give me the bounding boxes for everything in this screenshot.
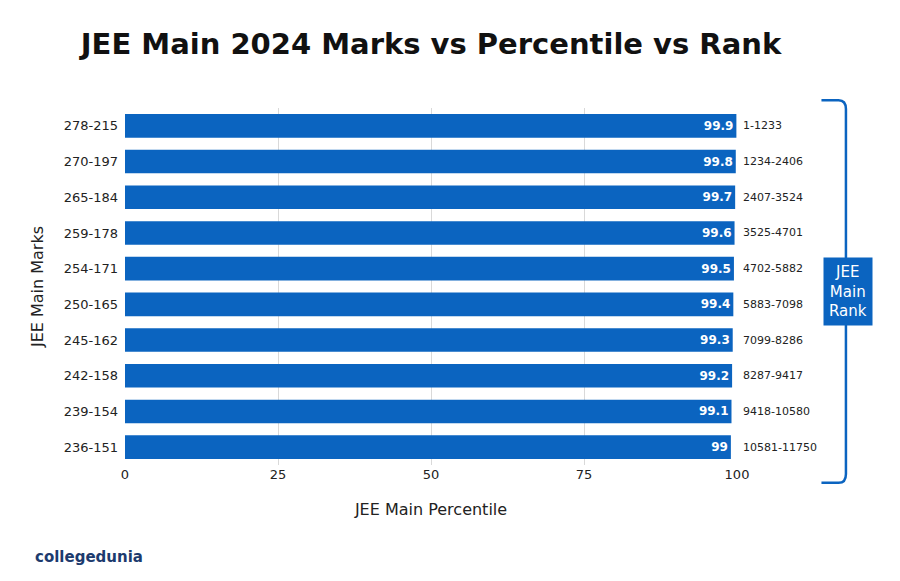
svg-text:99.8: 99.8: [703, 155, 733, 169]
svg-text:99.6: 99.6: [702, 226, 732, 240]
svg-text:250-165: 250-165: [64, 297, 118, 312]
svg-text:265-184: 265-184: [64, 190, 118, 205]
svg-text:50: 50: [423, 467, 440, 482]
svg-text:99.1: 99.1: [699, 404, 729, 418]
svg-text:8287-9417: 8287-9417: [743, 369, 803, 382]
svg-text:7099-8286: 7099-8286: [743, 334, 803, 347]
svg-text:242-158: 242-158: [64, 368, 118, 383]
svg-text:245-162: 245-162: [64, 333, 118, 348]
svg-text:25: 25: [270, 467, 287, 482]
svg-text:9418-10580: 9418-10580: [743, 405, 810, 418]
svg-text:254-171: 254-171: [64, 261, 118, 276]
svg-text:1234-2406: 1234-2406: [743, 155, 803, 168]
svg-text:278-215: 278-215: [64, 118, 118, 133]
svg-text:99.9: 99.9: [704, 119, 734, 133]
svg-text:JEE Main Percentile: JEE Main Percentile: [354, 500, 507, 519]
svg-text:236-151: 236-151: [64, 440, 118, 455]
svg-text:10581-11750: 10581-11750: [743, 441, 817, 454]
svg-text:99.4: 99.4: [701, 297, 731, 311]
svg-text:99: 99: [711, 440, 728, 454]
svg-text:259-178: 259-178: [64, 226, 118, 241]
svg-text:75: 75: [576, 467, 593, 482]
svg-text:4702-5882: 4702-5882: [743, 262, 803, 275]
svg-text:5883-7098: 5883-7098: [743, 298, 803, 311]
svg-text:100: 100: [725, 467, 750, 482]
svg-text:3525-4701: 3525-4701: [743, 226, 803, 239]
svg-text:99.5: 99.5: [701, 262, 731, 276]
svg-text:JEE Main Marks: JEE Main Marks: [28, 226, 47, 348]
svg-text:99.3: 99.3: [700, 333, 730, 347]
svg-text:1-1233: 1-1233: [743, 119, 782, 132]
svg-text:270-197: 270-197: [64, 154, 118, 169]
svg-text:JEE Main 2024 Marks vs Percent: JEE Main 2024 Marks vs Percentile vs Ran…: [79, 27, 782, 61]
svg-text:239-154: 239-154: [64, 404, 118, 419]
svg-text:collegedunia: collegedunia: [35, 548, 143, 566]
svg-text:99.7: 99.7: [703, 190, 733, 204]
svg-text:2407-3524: 2407-3524: [743, 191, 803, 204]
svg-text:99.2: 99.2: [699, 369, 729, 383]
svg-text:JEEMainRank: JEEMainRank: [829, 263, 867, 320]
svg-text:0: 0: [121, 467, 129, 482]
